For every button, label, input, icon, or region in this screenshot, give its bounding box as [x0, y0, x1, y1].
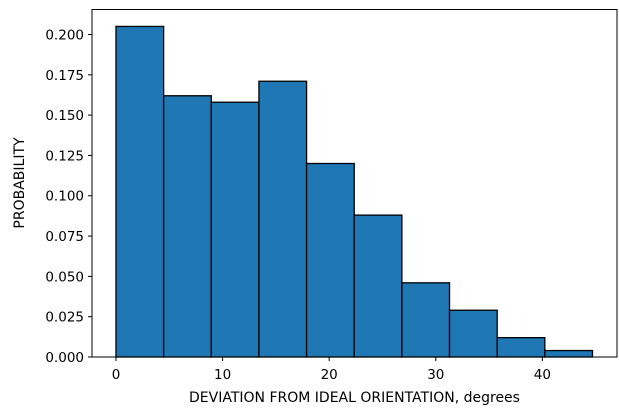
- histogram-bar: [305, 162, 355, 358]
- x-axis-ticks: 0 10 20 30 40: [112, 357, 551, 383]
- y-tick-label: 0.125: [45, 148, 84, 164]
- histogram-bar: [353, 214, 403, 358]
- x-tick-label: 10: [214, 367, 231, 383]
- x-axis-title: DEVIATION FROM IDEAL ORIENTATION, degree…: [189, 390, 520, 406]
- y-axis-ticks: 0.000 0.025 0.050 0.075 0.100 0.125 0.150 0.175…: [45, 27, 92, 366]
- histogram-bar: [544, 349, 594, 358]
- x-tick-label: 0: [112, 367, 121, 383]
- y-tick-label: 0.150: [45, 108, 84, 124]
- y-tick-label: 0.025: [45, 310, 84, 326]
- histogram-bar: [496, 336, 546, 358]
- y-axis-title: PROBABILITY: [12, 137, 28, 229]
- y-tick-label: 0.200: [45, 27, 84, 43]
- bars-group: [115, 25, 594, 358]
- y-tick-label: 0.100: [45, 189, 84, 205]
- x-tick-label: 30: [427, 367, 444, 383]
- x-tick-label: 40: [534, 367, 551, 383]
- y-tick-label: 0.000: [45, 350, 84, 366]
- histogram-bar: [162, 95, 212, 358]
- y-tick-label: 0.175: [45, 68, 84, 84]
- histogram-bar: [115, 25, 165, 358]
- histogram-bar: [401, 282, 451, 358]
- histogram-bar: [448, 309, 498, 358]
- plot-frame: [91, 9, 618, 358]
- y-tick-label: 0.075: [45, 229, 84, 245]
- histogram-bar: [258, 80, 308, 358]
- y-tick-label: 0.050: [45, 269, 84, 285]
- histogram-bar: [210, 101, 260, 358]
- x-tick-label: 20: [321, 367, 338, 383]
